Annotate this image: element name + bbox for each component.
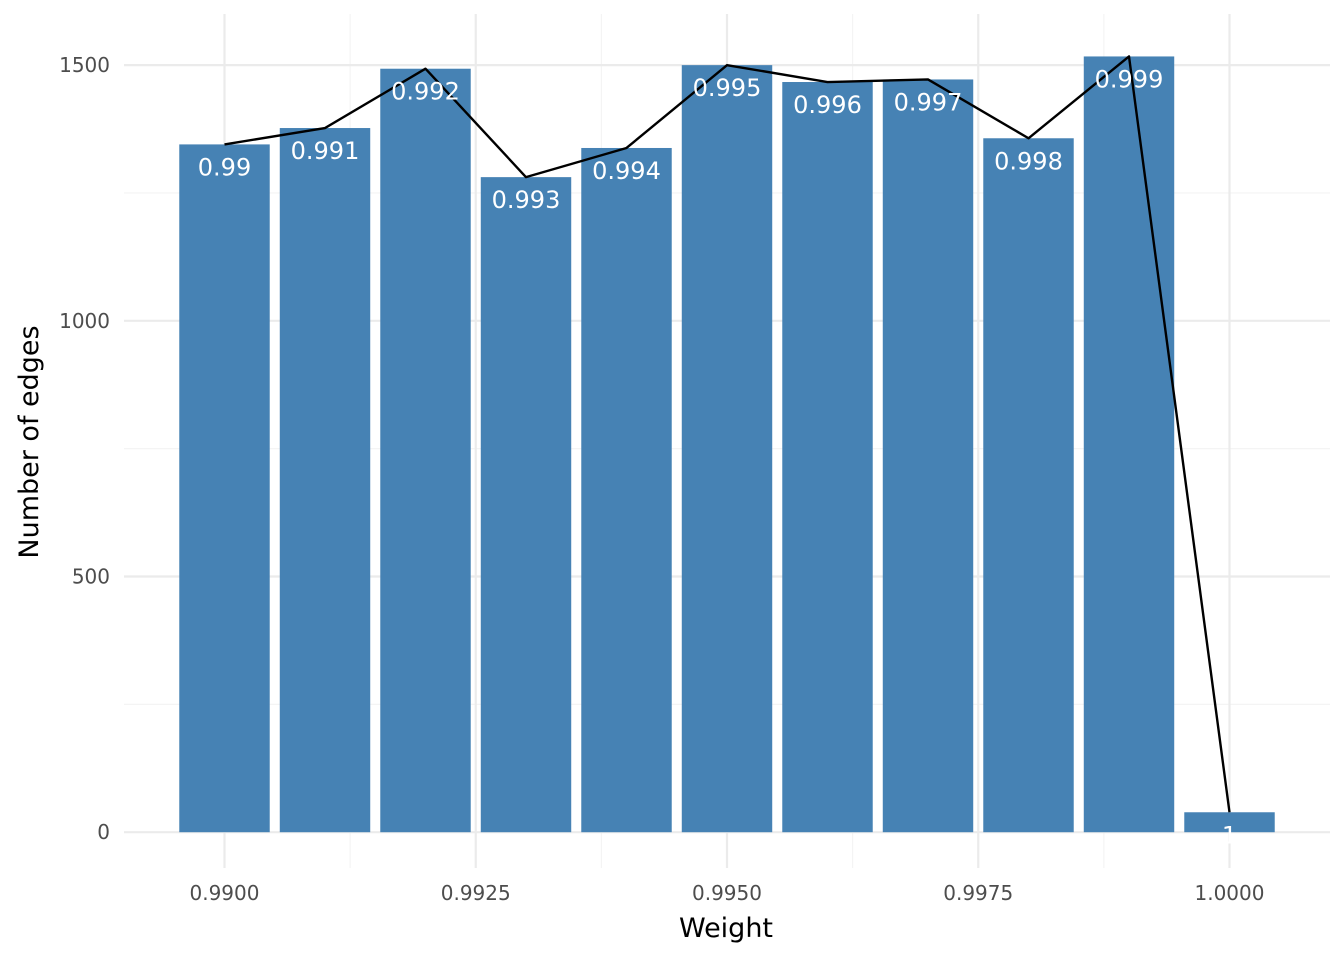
bar-label: 0.994 [592,157,661,185]
bar-label: 0.992 [391,78,460,106]
bar-label: 1 [1222,821,1237,849]
bar-label: 0.99 [198,153,251,181]
x-tick-label: 1.0000 [1195,881,1265,905]
bar [882,79,974,833]
x-axis-title: Weight [679,913,773,944]
tick-labels: 0.9900 0.9925 0.9950 0.9975 1.0000 0 500 1000 15… [59,53,1264,905]
y-tick-label: 0 [97,820,110,844]
bars [179,56,1275,833]
bar-label: 0.999 [1095,65,1164,93]
x-tick-label: 0.9925 [441,881,511,905]
bar [1184,812,1275,833]
x-tick-label: 0.9950 [692,881,762,905]
bar-label: 0.996 [793,91,862,119]
bar-labels: 0.99 0.991 0.992 0.993 0.994 0.995 0.996 0.997 0… [198,65,1237,849]
y-tick-label: 500 [72,565,110,589]
series-line [224,55,1231,813]
bar-label: 0.991 [291,137,360,165]
bar-label: 0.993 [492,186,561,214]
bar [380,68,471,833]
x-tick-label: 0.9900 [190,881,260,905]
bar [480,177,572,833]
bar [179,144,270,833]
bar [681,65,773,833]
y-tick-label: 1500 [59,53,110,77]
bar-label: 0.997 [894,88,963,116]
bar-label: 0.998 [994,147,1063,175]
x-tick-label: 0.9975 [943,881,1013,905]
bar [983,138,1074,833]
bar [279,128,371,833]
bar [1083,56,1175,833]
bar [581,147,672,833]
overlay-line-layer [224,55,1231,813]
bar-label: 0.995 [693,74,762,102]
y-axis-title: Number of edges [14,325,45,558]
bar [782,82,873,833]
y-tick-label: 1000 [59,309,110,333]
